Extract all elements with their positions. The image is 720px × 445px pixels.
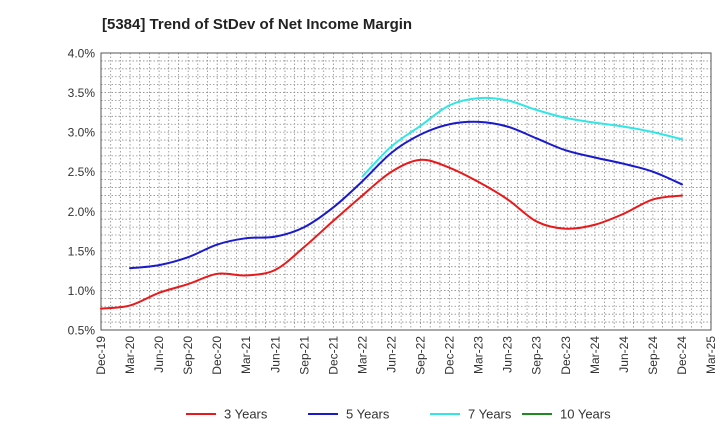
x-tick-label: Jun-24 (617, 336, 631, 373)
legend-label-3-years: 3 Years (224, 407, 268, 422)
x-tick-label: Sep-20 (181, 336, 195, 375)
x-tick-label: Sep-24 (646, 336, 660, 375)
x-tick-label: Mar-21 (239, 336, 253, 374)
y-tick-label: 2.5% (68, 165, 96, 179)
plot-area (101, 53, 711, 330)
x-tick-label: Mar-22 (355, 336, 369, 374)
y-tick-label: 1.0% (68, 284, 96, 298)
x-tick-label: Jun-20 (152, 336, 166, 373)
y-tick-label: 3.0% (68, 126, 96, 140)
legend-label-5-years: 5 Years (346, 407, 390, 422)
x-tick-label: Jun-23 (501, 336, 515, 373)
x-tick-label: Sep-21 (297, 336, 311, 375)
x-tick-label: Sep-22 (414, 336, 428, 375)
x-tick-label: Dec-21 (326, 336, 340, 375)
x-tick-label: Mar-20 (123, 336, 137, 374)
y-tick-label: 1.5% (68, 244, 96, 258)
y-tick-label: 3.5% (68, 86, 96, 100)
y-tick-label: 4.0% (68, 47, 96, 61)
plot-border (100, 52, 712, 331)
y-tick-label: 0.5% (68, 324, 96, 338)
x-tick-label: Dec-23 (559, 336, 573, 375)
x-tick-label: Dec-20 (210, 336, 224, 375)
x-tick-label: Mar-23 (472, 336, 486, 374)
x-tick-label: Jun-21 (268, 336, 282, 373)
series-line-5-years (129, 120, 683, 270)
chart-title: [5384] Trend of StDev of Net Income Marg… (102, 16, 413, 33)
legend-label-10-years: 10 Years (560, 407, 611, 422)
series-line-3-years (100, 158, 683, 310)
x-tick-label: Dec-22 (443, 336, 457, 375)
y-tick-label: 2.0% (68, 205, 96, 219)
x-tick-label: Sep-23 (530, 336, 544, 375)
x-tick-label: Mar-25 (704, 336, 718, 374)
x-tick-label: Dec-19 (94, 336, 108, 375)
series-line-7-years (361, 96, 683, 178)
x-tick-label: Jun-22 (384, 336, 398, 373)
x-tick-label: Mar-24 (588, 336, 602, 374)
x-tick-label: Dec-24 (675, 336, 689, 375)
legend-label-7-years: 7 Years (468, 407, 512, 422)
